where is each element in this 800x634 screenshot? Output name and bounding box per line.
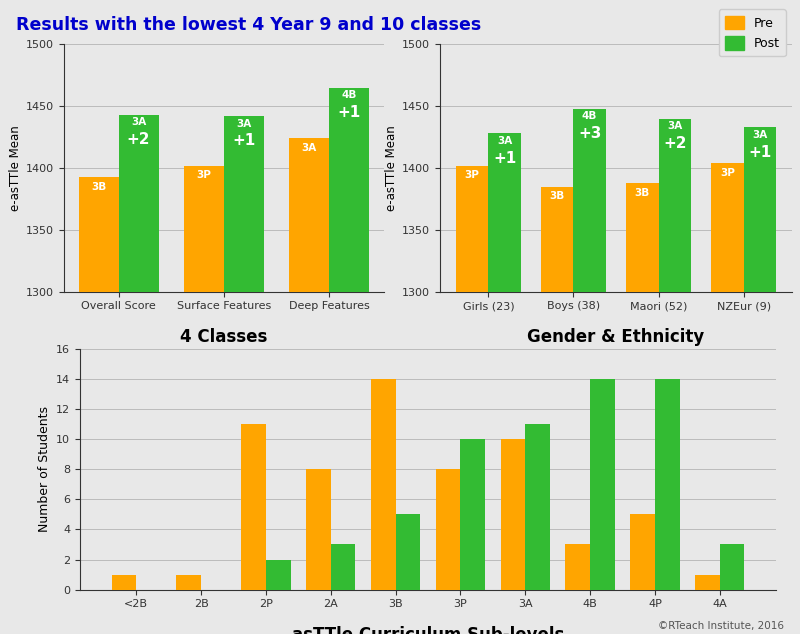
Bar [177,574,201,590]
X-axis label: asTTle Curriculum Sub-levels: asTTle Curriculum Sub-levels [292,626,564,634]
Text: +1: +1 [493,151,516,165]
Bar [78,177,118,292]
Text: 3B: 3B [550,191,565,202]
Text: 4B: 4B [582,111,598,121]
Bar [655,379,679,590]
Text: 3A: 3A [302,143,317,153]
Bar [744,127,776,292]
Bar [630,514,655,590]
Bar [371,379,395,590]
Bar [306,469,330,590]
Text: 3A: 3A [237,119,252,129]
Text: ©RTeach Institute, 2016: ©RTeach Institute, 2016 [658,621,784,631]
Text: +1: +1 [233,133,256,148]
Bar [590,379,614,590]
Bar [456,165,488,292]
Text: 3A: 3A [497,136,512,146]
Bar [541,186,574,292]
Text: 3P: 3P [465,171,480,181]
Bar [501,439,526,590]
Text: +2: +2 [663,136,686,151]
Text: +2: +2 [127,132,150,147]
Bar [330,87,370,292]
X-axis label: Gender & Ethnicity: Gender & Ethnicity [527,328,705,346]
Bar [574,108,606,292]
Text: +1: +1 [338,105,361,120]
Bar [720,545,744,590]
Bar [526,424,550,590]
X-axis label: 4 Classes: 4 Classes [180,328,268,346]
Y-axis label: Number of Students: Number of Students [38,406,50,532]
Bar [488,133,521,292]
Bar [118,115,158,292]
Bar [242,424,266,590]
Bar [112,574,136,590]
Text: 3A: 3A [131,117,146,127]
Bar [224,116,264,292]
Bar [184,165,224,292]
Bar [290,138,330,292]
Text: +3: +3 [578,126,602,141]
Legend: Pre, Post: Pre, Post [718,10,786,56]
Y-axis label: e-asTTle Mean: e-asTTle Mean [9,125,22,211]
Y-axis label: e-asTTle Mean: e-asTTle Mean [385,125,398,211]
Bar [695,574,720,590]
Bar [566,545,590,590]
Bar [395,514,420,590]
Bar [436,469,461,590]
Text: 4B: 4B [342,90,357,100]
Bar [266,559,290,590]
Bar [626,183,658,292]
Text: 3B: 3B [634,188,650,198]
Bar [461,439,485,590]
Text: 3B: 3B [91,181,106,191]
Text: 3P: 3P [720,168,735,178]
Text: 3A: 3A [667,121,682,131]
Bar [711,163,744,292]
Text: Results with the lowest 4 Year 9 and 10 classes: Results with the lowest 4 Year 9 and 10 … [16,16,482,34]
Text: 3P: 3P [197,171,211,181]
Bar [330,545,355,590]
Text: 3A: 3A [752,130,767,139]
Text: +1: +1 [748,145,771,160]
Bar [658,119,691,292]
